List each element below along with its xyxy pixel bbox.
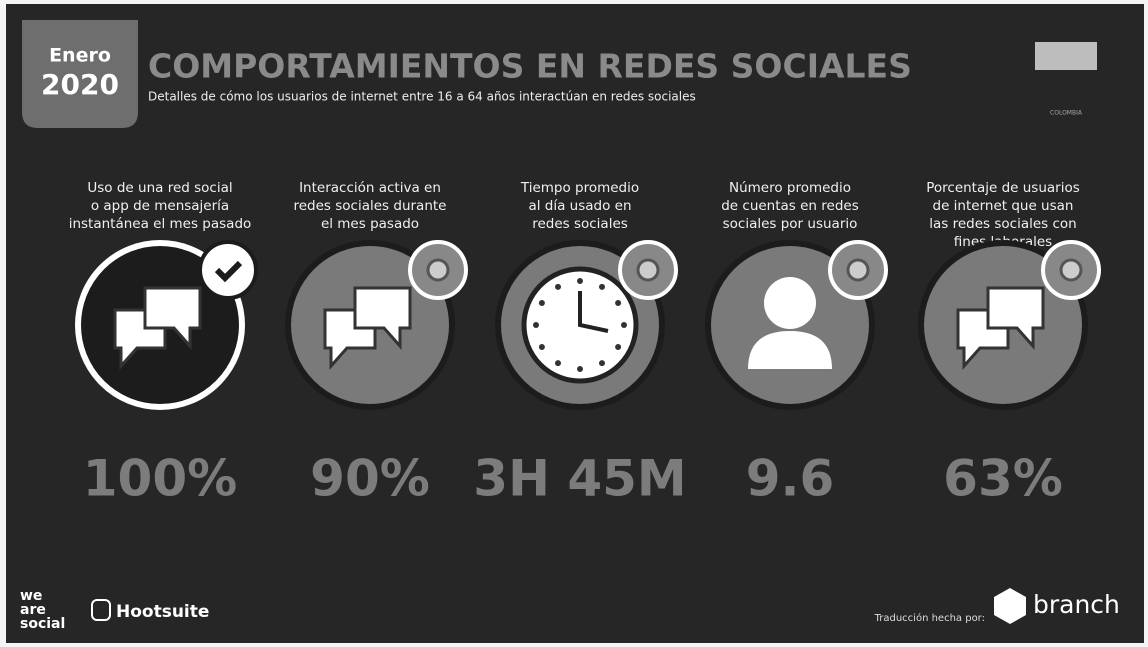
brand-right: branch (1033, 590, 1120, 619)
badge-icon (426, 258, 450, 282)
stat-label: el mes pasado (321, 216, 419, 232)
stat-label: Interacción activa en (299, 180, 441, 196)
badge-month: Enero (49, 45, 111, 67)
clock-dot (555, 360, 561, 367)
stat-column: Porcentaje de usuarios de internet que us… (918, 180, 1101, 508)
clock-dot (577, 366, 583, 372)
stat-value: 3H 45M (473, 450, 686, 508)
stat-label: de internet que usan (933, 198, 1074, 214)
stat-label: al día usado en (528, 198, 631, 214)
stat-label: Tiempo promedio (520, 180, 639, 196)
icon-bubble (143, 286, 202, 350)
flag (1035, 42, 1097, 70)
clock-dot (538, 344, 545, 350)
translation-note: Traducción hecha por: (874, 612, 985, 624)
person-head (764, 277, 816, 329)
stat-label: Uso de una red social (87, 180, 232, 196)
date-badge (22, 20, 138, 128)
clock-dot (577, 278, 583, 284)
stat-label: de cuentas en redes (721, 198, 859, 214)
brand-left: we (20, 588, 42, 604)
stat-label: Número promedio (729, 180, 851, 196)
clock-dot (538, 300, 545, 306)
clock-dot (599, 360, 605, 367)
stat-label: Porcentaje de usuarios (926, 180, 1080, 196)
country: COLOMBIA (1050, 110, 1083, 117)
icon-bubble (353, 286, 412, 350)
stat-label: redes sociales (532, 216, 628, 232)
stat-column: Número promedio de cuentas en redes social… (705, 180, 888, 508)
stat-label: las redes sociales con (929, 216, 1076, 232)
branch-logo (994, 588, 1026, 624)
clock-dot (533, 322, 539, 328)
clock-dot (621, 322, 627, 328)
stat-value: 90% (310, 450, 430, 508)
badge-circle (198, 240, 258, 300)
check (214, 260, 243, 283)
stat-value: 100% (83, 450, 237, 508)
stat-value: 9.6 (746, 450, 835, 508)
title: COMPORTAMIENTOS EN REDES SOCIALES (148, 47, 912, 86)
stat-label: o app de mensajería (91, 198, 229, 214)
stat-label: sociales por usuario (723, 216, 858, 232)
clock-dot (599, 283, 605, 290)
icon-bubble (986, 286, 1045, 350)
brand-left: are (20, 602, 46, 618)
badge-icon (636, 258, 660, 282)
subtitle: Detalles de cómo los usuarios de interne… (148, 90, 696, 104)
badge-icon (846, 258, 870, 282)
brand-left: social (20, 616, 65, 632)
stat-column: Interacción activa en redes sociales dura… (285, 180, 468, 508)
badge-year: 2020 (41, 68, 119, 101)
person-body (748, 331, 832, 369)
stat-label: instantánea el mes pasado (69, 216, 252, 232)
partner-logo (91, 599, 111, 621)
stat-column: Uso de una red social o app de mensajería… (69, 180, 258, 508)
brand-partner: Hootsuite (116, 602, 209, 622)
stat-value: 63% (943, 450, 1063, 508)
clock-dot (555, 283, 561, 290)
stat-label: redes sociales durante (294, 198, 447, 214)
clock-dot (615, 344, 622, 350)
stat-column: Tiempo promedio al día usado en redes soci… (473, 180, 686, 508)
clock-hands (578, 291, 609, 333)
clock-dot (615, 300, 622, 306)
badge-icon (1059, 258, 1083, 282)
